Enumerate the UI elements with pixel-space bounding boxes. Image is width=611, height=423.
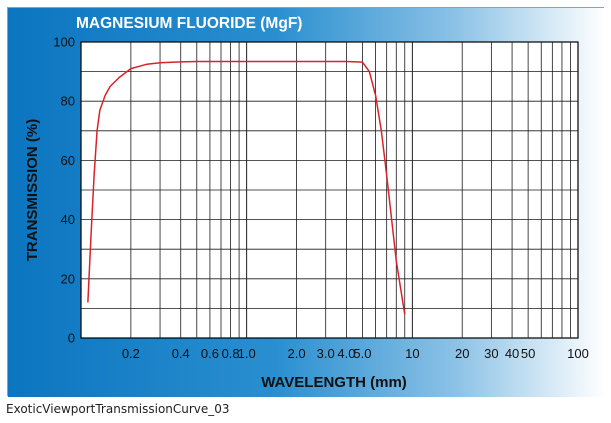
x-tick-label: 1.0 [238, 346, 256, 361]
x-tick-label: 100 [567, 346, 589, 361]
x-tick-label: 0.8 [222, 346, 240, 361]
chart-panel: 0.2 0.4 0.6 0.8 1.0 2.0 3.0 4.0 5.0 10 20 30 40 50 100… [7, 7, 605, 397]
chart-title: MAGNESIUM FLUORIDE (MgF) [76, 15, 302, 32]
x-tick-label: 50 [521, 346, 535, 361]
x-tick-label: 4.0 [337, 346, 355, 361]
x-tick-label: 0.2 [122, 346, 140, 361]
x-tick-label: 0.6 [201, 346, 219, 361]
image-caption: ExoticViewportTransmissionCurve_03 [6, 402, 230, 416]
y-tick-labels: 0 20 40 60 80 100 [53, 35, 75, 346]
x-tick-labels: 0.2 0.4 0.6 0.81.0 2.0 3.0 4.05.0 10 20 30 40 50 100 [122, 346, 589, 361]
y-tick-label: 20 [61, 271, 75, 286]
x-tick-label: 2.0 [287, 346, 305, 361]
grid-lines [81, 42, 578, 338]
y-tick-label: 80 [61, 94, 75, 109]
x-tick-label: 40 [505, 346, 519, 361]
y-tick-label: 100 [53, 35, 75, 50]
y-axis-label: TRANSMISSION (%) [24, 119, 41, 262]
chart: 0.2 0.4 0.6 0.81.0 2.0 3.0 4.05.0 10 20 30 40 50 100… [8, 8, 605, 397]
x-tick-label: 30 [484, 346, 498, 361]
x-axis-label: WAVELENGTH (mm) [261, 374, 407, 391]
x-tick-label: 3.0 [317, 346, 335, 361]
x-tick-label: 10 [405, 346, 419, 361]
y-tick-label: 40 [61, 212, 75, 227]
x-tick-label: 5.0 [353, 346, 371, 361]
x-tick-label: 20 [455, 346, 469, 361]
y-tick-label: 0 [68, 331, 75, 346]
series-layer [87, 60, 406, 315]
y-tick-label: 60 [61, 153, 75, 168]
x-tick-label: 0.4 [172, 346, 190, 361]
series-line-transmission [87, 60, 406, 315]
